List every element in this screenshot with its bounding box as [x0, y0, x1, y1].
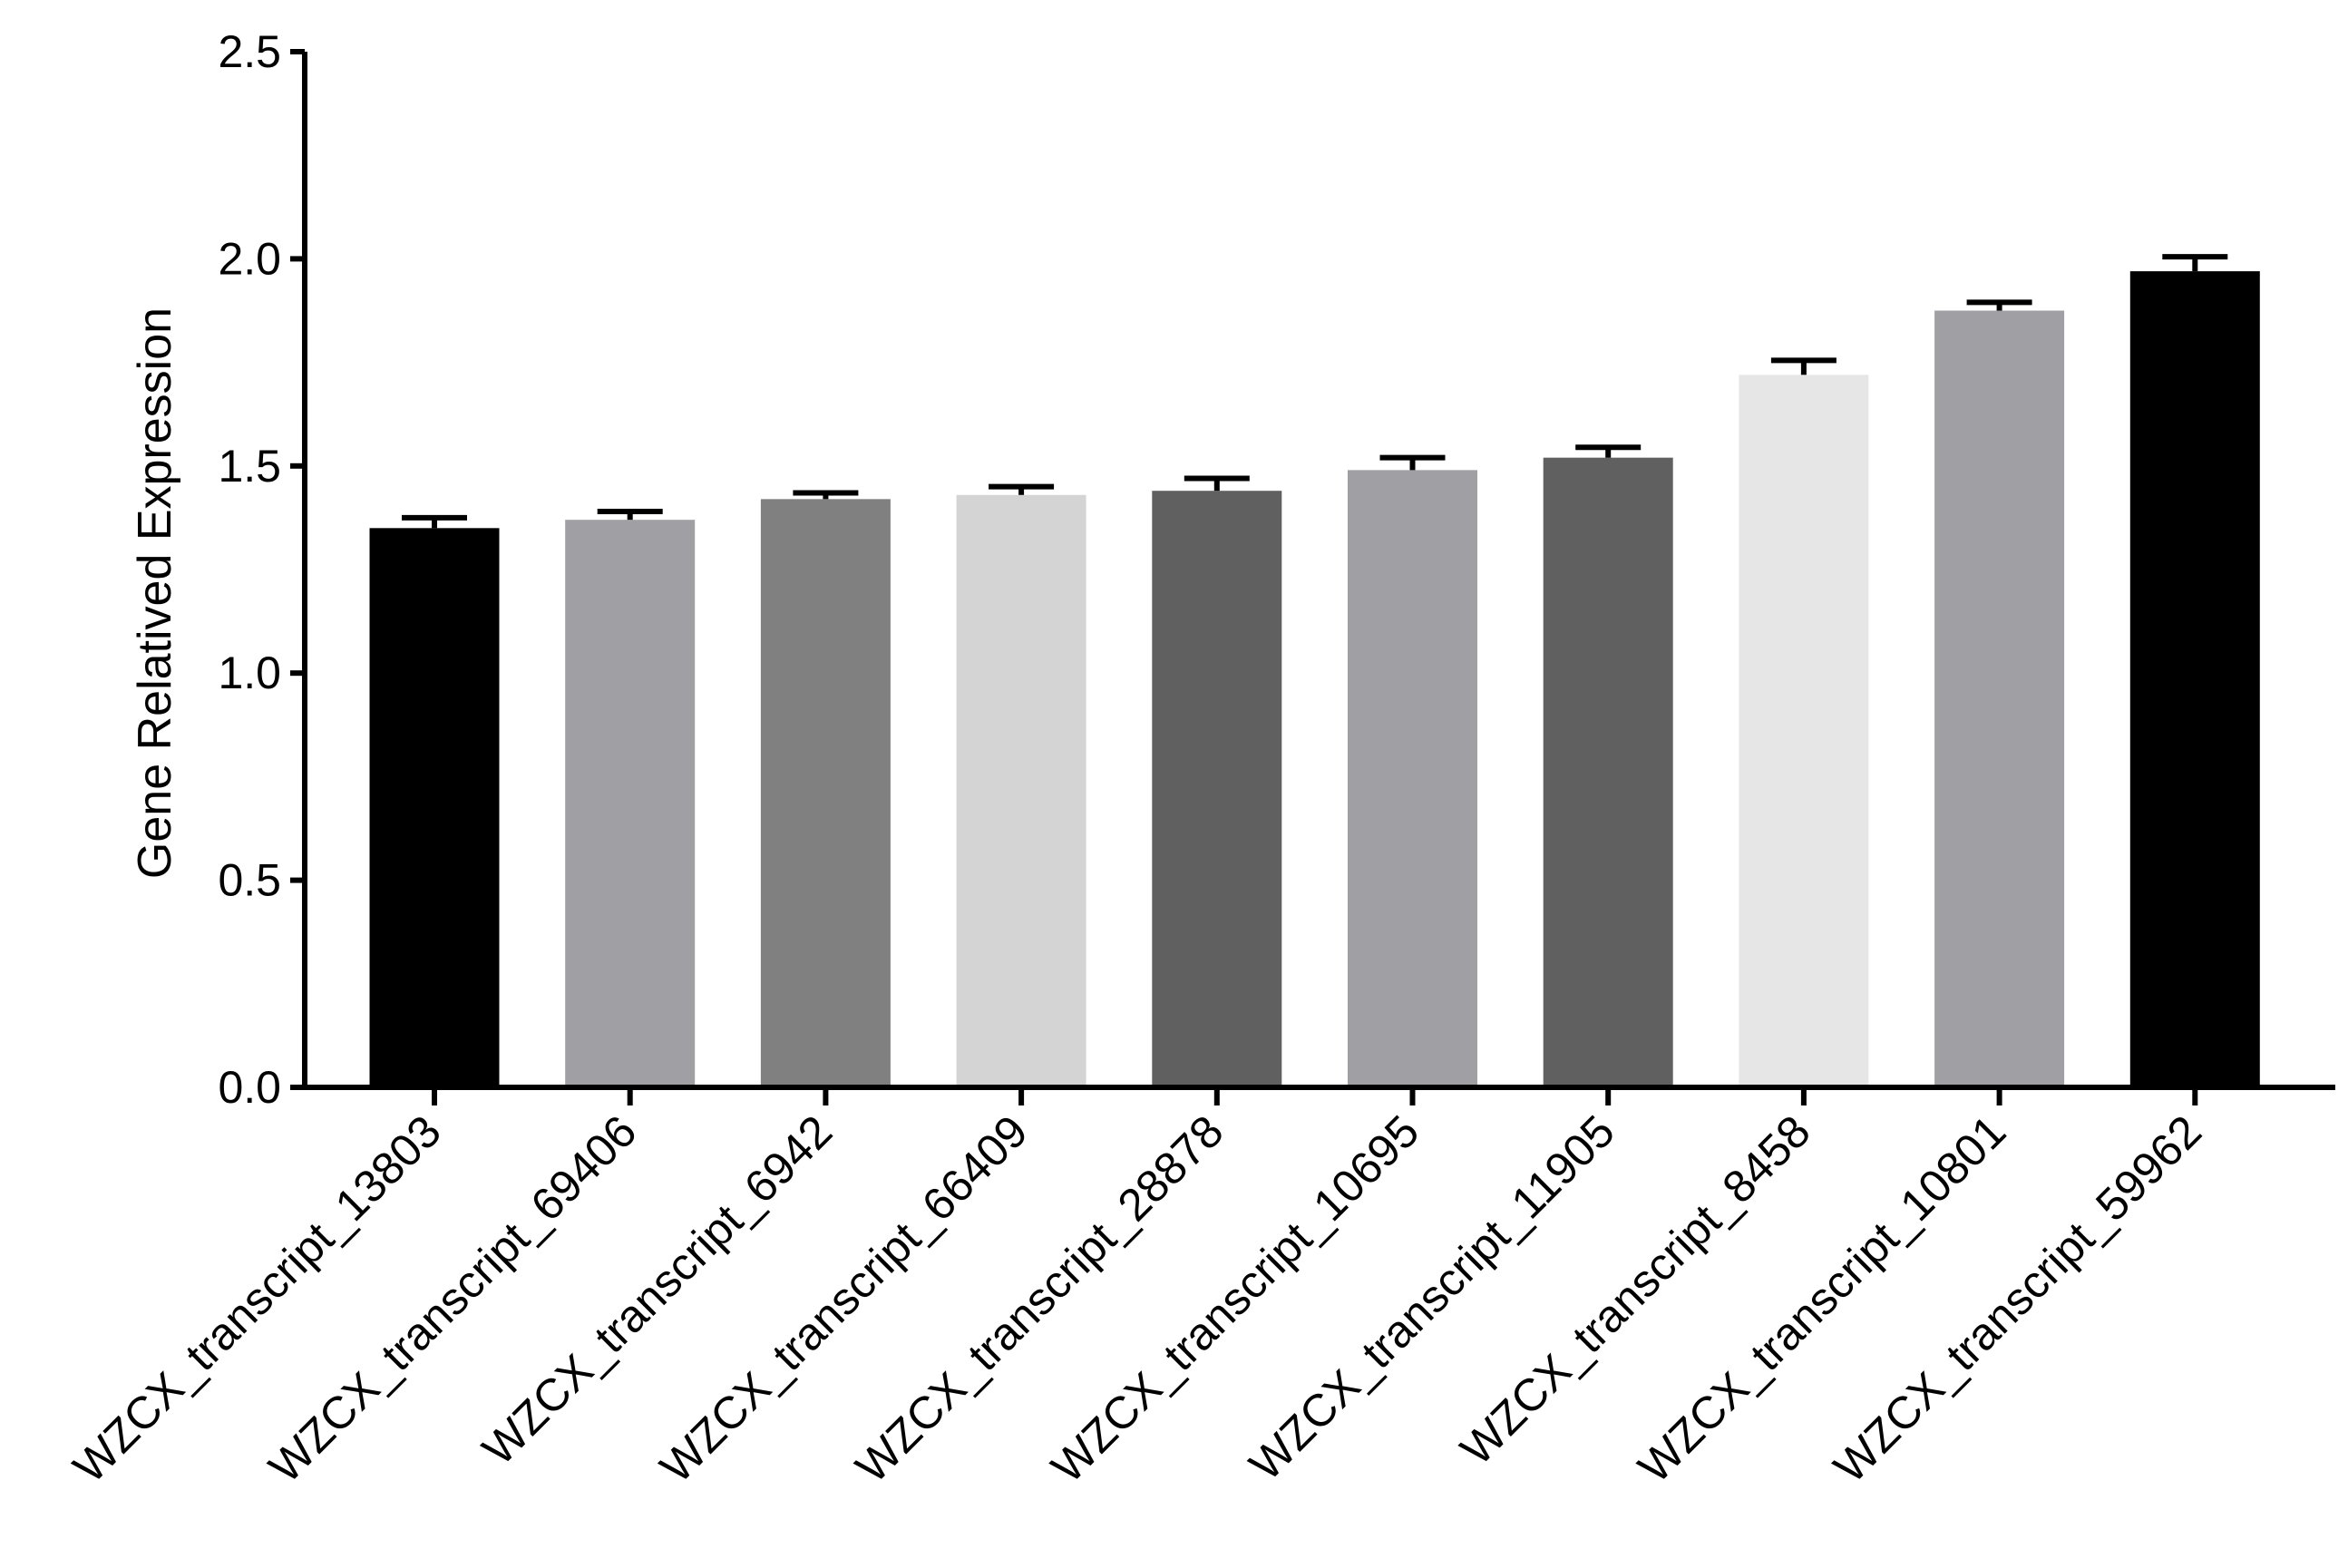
y-axis-label: Gene Relatived Expression — [129, 307, 181, 879]
y-tick-label: 2.0 — [218, 233, 281, 284]
bar-wzcx-transcript-66409 — [956, 494, 1086, 1087]
bar-wzcx-transcript-28878 — [1152, 491, 1282, 1087]
y-tick-label: 2.5 — [218, 26, 281, 77]
bar-wzcx-transcript-69406 — [565, 520, 696, 1087]
y-tick-label: 0.0 — [218, 1062, 281, 1113]
x-category-label: WZCX_transcript_28878 — [846, 1105, 1233, 1493]
y-ticks-layer: 0.0 0.5 1.0 1.5 2.0 2.5 — [218, 26, 305, 1113]
bar-wzcx-transcript-10695 — [1348, 470, 1477, 1087]
x-category-label: WZCX_transcript_69406 — [259, 1105, 647, 1493]
y-tick-label: 1.5 — [218, 441, 281, 492]
error-bars-layer — [402, 254, 2228, 529]
bar-wzcx-transcript-6942 — [760, 499, 891, 1087]
bar-wzcx-transcript-11905 — [1543, 457, 1673, 1087]
y-tick-label: 0.5 — [218, 855, 281, 906]
x-category-label: WZCX_transcript_13803 — [63, 1105, 451, 1493]
bars-layer — [369, 271, 2260, 1088]
bar-wzcx-transcript-59962 — [2129, 271, 2260, 1087]
x-category-label: WZCX_transcript_10695 — [1042, 1105, 1429, 1493]
bar-wzcx-transcript-10801 — [1934, 310, 2065, 1087]
bar-wzcx-transcript-8458 — [1739, 375, 1869, 1088]
x-category-label: WZCX_transcript_10801 — [1629, 1105, 2016, 1493]
x-category-label: WZCX_transcript_8458 — [1451, 1105, 1820, 1475]
y-tick-label: 1.0 — [218, 648, 281, 698]
x-category-label: WZCX_transcript_11905 — [1240, 1105, 1624, 1490]
x-category-label: WZCX_transcript_6942 — [473, 1105, 842, 1475]
bar-wzcx-transcript-13803 — [369, 528, 500, 1087]
x-category-label: WZCX_transcript_66409 — [650, 1105, 1038, 1493]
x-category-label: WZCX_transcript_59962 — [1824, 1105, 2211, 1493]
x-ticks-layer: WZCX_transcript_13803WZCX_transcript_694… — [63, 1087, 2211, 1493]
